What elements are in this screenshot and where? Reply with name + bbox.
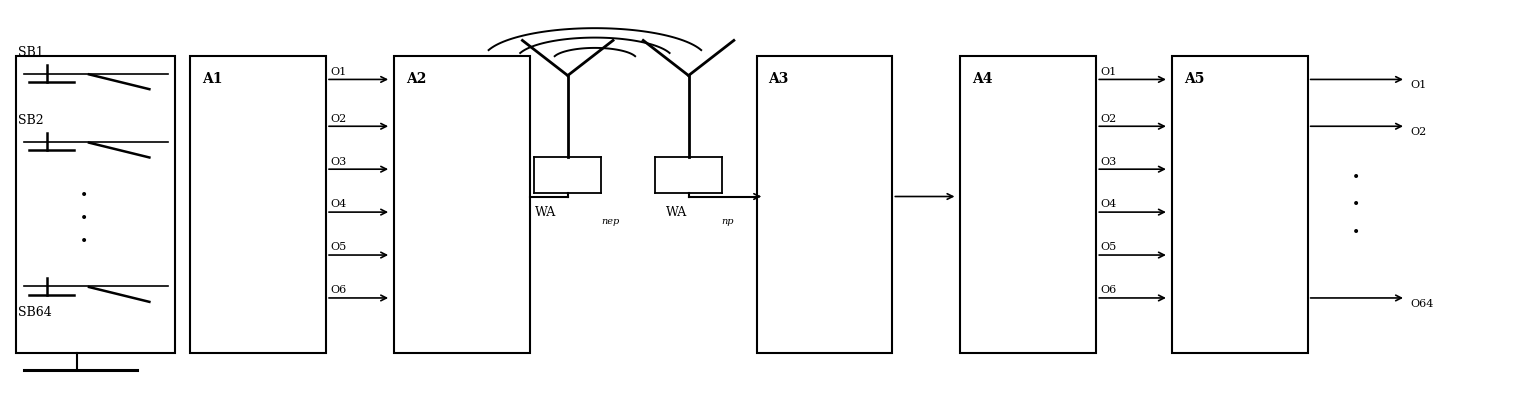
Text: •: •: [80, 211, 89, 225]
Text: WA: WA: [666, 206, 687, 219]
Text: •: •: [1353, 225, 1360, 239]
Text: O2: O2: [1410, 127, 1427, 137]
Bar: [393, 56, 530, 353]
Text: O1: O1: [331, 67, 346, 77]
Text: O5: O5: [331, 242, 346, 252]
Text: SB64: SB64: [18, 305, 51, 318]
Text: •: •: [1353, 170, 1360, 184]
Text: O2: O2: [1101, 114, 1117, 123]
Text: •: •: [80, 187, 89, 202]
Text: O6: O6: [1101, 285, 1117, 295]
Bar: [1171, 56, 1307, 353]
Text: SB2: SB2: [18, 114, 44, 127]
Text: O1: O1: [1410, 80, 1427, 90]
Bar: [961, 56, 1097, 353]
Text: •: •: [80, 234, 89, 248]
Text: O64: O64: [1410, 299, 1434, 309]
Text: SB1: SB1: [18, 46, 44, 59]
Text: O2: O2: [331, 114, 346, 123]
Bar: [191, 56, 327, 353]
Bar: [17, 56, 176, 353]
Text: O3: O3: [1101, 156, 1117, 167]
Bar: [756, 56, 893, 353]
Text: O5: O5: [1101, 242, 1117, 252]
Text: O3: O3: [331, 156, 346, 167]
Text: WA: WA: [534, 206, 555, 219]
Text: A1: A1: [203, 72, 222, 86]
Text: A5: A5: [1183, 72, 1204, 86]
Text: O4: O4: [1101, 199, 1117, 209]
Text: nep: nep: [601, 217, 619, 226]
Text: O4: O4: [331, 199, 346, 209]
Text: O6: O6: [331, 285, 346, 295]
Text: O1: O1: [1101, 67, 1117, 77]
Text: •: •: [1353, 197, 1360, 211]
Text: A2: A2: [405, 72, 427, 86]
Text: A3: A3: [769, 72, 788, 86]
Text: A4: A4: [973, 72, 993, 86]
Text: np: np: [722, 217, 734, 226]
